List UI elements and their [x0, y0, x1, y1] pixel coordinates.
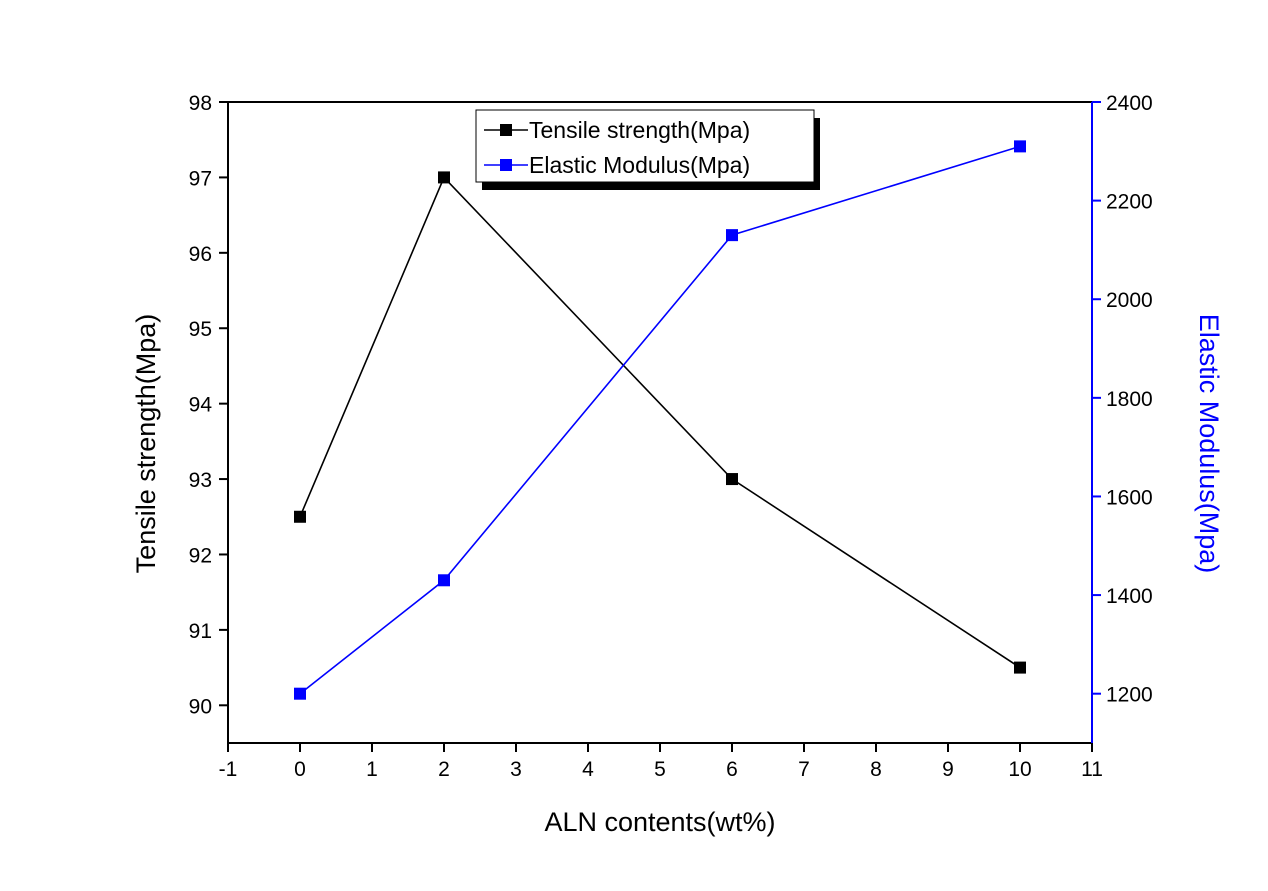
y-tick-label: 97: [189, 167, 212, 190]
y-axis-title: Tensile strength(Mpa): [131, 314, 161, 574]
y-tick-label: 90: [189, 695, 212, 718]
series-2-point: [726, 229, 738, 242]
x-tick-label: 0: [294, 758, 306, 781]
legend-box: [475, 109, 815, 183]
y2-tick-label: 1200: [1106, 684, 1153, 707]
x-tick-label: 6: [726, 758, 738, 781]
y-tick-label: 92: [189, 544, 212, 567]
series-line-2: [299, 145, 1021, 695]
series-2-point: [294, 687, 306, 700]
y2-tick-label: 2200: [1106, 191, 1153, 214]
series-1-point: [726, 473, 738, 486]
x-tick-label: 2: [438, 758, 450, 781]
series-1-point: [1014, 661, 1026, 674]
y2-tick-label: 1400: [1106, 585, 1153, 608]
x-tick-label: 7: [798, 758, 810, 781]
y-tick-label: 98: [189, 92, 212, 115]
legend-swatch-marker: [500, 159, 512, 171]
legend: Tensile strength(Mpa) Elastic Modulus(Mpa…: [475, 109, 820, 190]
y2-tick-label: 2000: [1106, 289, 1153, 312]
legend-entry-label: Elastic Modulus(Mpa): [529, 152, 750, 178]
x-tick-label: 11: [1081, 758, 1103, 781]
legend-swatch-marker: [500, 124, 512, 136]
y-tick-label: 96: [189, 243, 212, 266]
legend-entry-label: Tensile strength(Mpa): [529, 117, 750, 143]
y-tick-label: 91: [189, 620, 212, 643]
x-tick-label: 4: [582, 758, 594, 781]
x-tick-label: -1: [219, 758, 238, 781]
series-1-point: [438, 171, 450, 184]
x-tick-label: 1: [366, 758, 378, 781]
y-tick-label: 94: [189, 394, 213, 417]
y-tick-label: 95: [189, 318, 212, 341]
y-tick-label: 93: [189, 469, 212, 492]
series-1-point: [294, 510, 306, 523]
x-tick-label: 8: [870, 758, 882, 781]
series-2-point: [1014, 140, 1026, 153]
y2-tick-label: 1800: [1106, 388, 1153, 411]
series-2-point: [438, 574, 450, 587]
y2-axis-title: Elastic Modulus(Mpa): [1194, 314, 1224, 574]
plot-area: -1 0 1 2 3 4 5 6 7 8 9 10 11 90 91 92 93 94 95 96 97 98 1200 14…: [131, 92, 1224, 837]
y2-tick-label: 1600: [1106, 486, 1153, 509]
x-tick-label: 10: [1008, 758, 1031, 781]
x-tick-label: 3: [510, 758, 522, 781]
y2-tick-label: 2400: [1106, 92, 1153, 115]
x-axis-title: ALN contents(wt%): [544, 807, 775, 837]
series-line-1: [299, 175, 1021, 669]
x-tick-label: 9: [942, 758, 954, 781]
x-tick-label: 5: [654, 758, 666, 781]
